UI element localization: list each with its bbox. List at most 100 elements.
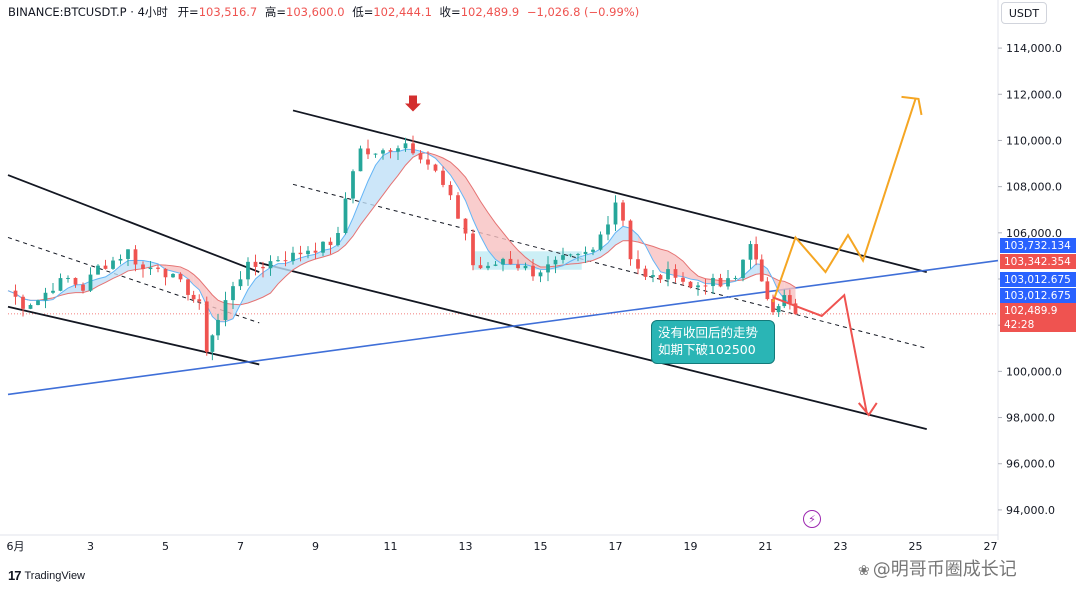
- candle-body: [748, 244, 753, 260]
- candle-body: [276, 260, 280, 262]
- ma-ribbon-segment: [480, 201, 488, 251]
- candle-body: [298, 252, 303, 255]
- candle-body: [118, 258, 123, 261]
- candle-body: [441, 170, 445, 185]
- candle-body: [561, 255, 565, 260]
- candle-body: [313, 250, 318, 253]
- left-channel-lower: [7, 305, 260, 366]
- candle-body: [336, 233, 340, 246]
- candle-body: [366, 148, 370, 155]
- ma-ribbon-segment: [503, 232, 511, 265]
- candle-body: [223, 300, 228, 320]
- candle-body: [238, 279, 243, 287]
- high-value: 103,600.0: [286, 5, 345, 19]
- candle-body: [126, 249, 130, 259]
- candle-body: [73, 277, 78, 285]
- candle-body: [613, 202, 618, 225]
- candle-body: [591, 249, 595, 252]
- ma-ribbon-segment: [278, 263, 286, 284]
- candle-body: [754, 244, 758, 260]
- ma-ribbon-segment: [458, 169, 466, 201]
- candle-body: [141, 264, 145, 270]
- time-tick-label: 17: [609, 540, 623, 553]
- price-tag-trendline: 103,732.134: [1000, 238, 1076, 253]
- time-tick-label: 23: [834, 540, 848, 553]
- price-tag-last: 102,489.9: [1000, 303, 1076, 318]
- candle-body: [776, 306, 781, 313]
- candle-body: [411, 143, 415, 154]
- lightning-icon[interactable]: ⚡: [803, 510, 821, 528]
- candle-body: [216, 319, 220, 336]
- candle-body: [103, 265, 108, 269]
- candle-body: [268, 261, 273, 269]
- ma-ribbon-segment: [188, 270, 194, 285]
- candle-body: [673, 269, 678, 278]
- time-tick-label: 5: [162, 540, 169, 553]
- price-tick-label: 112,000.0: [1006, 88, 1062, 101]
- candle-body: [493, 264, 498, 266]
- candle-body: [651, 275, 655, 277]
- candle-body: [358, 148, 363, 172]
- time-tick-label: 25: [909, 540, 923, 553]
- candle-body: [463, 218, 468, 234]
- candle-body: [456, 195, 460, 219]
- candle-body: [58, 278, 63, 291]
- tradingview-logo[interactable]: 17 TradingView: [8, 568, 85, 583]
- candle-body: [36, 300, 40, 306]
- candle-body: [96, 265, 100, 275]
- candle-body: [628, 220, 633, 260]
- candle-body: [553, 259, 558, 265]
- projection-up-arrowhead: [901, 95, 923, 116]
- projection-down-path: [772, 293, 868, 414]
- currency-selector[interactable]: USDT: [1001, 2, 1047, 24]
- candle-body: [197, 299, 202, 302]
- candle-body: [606, 224, 610, 235]
- ma-ribbon-segment: [338, 234, 346, 252]
- candle-body: [508, 258, 513, 265]
- candle-body: [718, 277, 723, 287]
- candle-body: [643, 268, 648, 277]
- tradingview-label: TradingView: [24, 569, 86, 582]
- candle-body: [351, 171, 355, 199]
- candle-body: [133, 249, 138, 265]
- projection-up-path: [772, 98, 917, 303]
- ma-ribbon-segment: [600, 242, 608, 258]
- candle-body: [204, 301, 209, 352]
- ma-ribbon-segment: [383, 151, 391, 195]
- candle-body: [568, 254, 573, 256]
- candle-body: [163, 268, 168, 278]
- candle-body: [771, 299, 775, 313]
- price-tag-countdown: 42:28: [1000, 317, 1076, 332]
- ma-ribbon-segment: [105, 272, 113, 283]
- ma-ribbon-segment: [660, 249, 668, 274]
- candle-body: [788, 295, 792, 304]
- candle-body: [148, 267, 153, 270]
- ma-ribbon-segment: [585, 253, 593, 263]
- candle-body: [793, 303, 798, 314]
- annotation-note: 没有收回后的走势 如期下破102500: [651, 320, 775, 364]
- annotation-line2: 如期下破102500: [658, 342, 756, 357]
- left-channel-upper: [7, 174, 260, 273]
- time-tick-label: 6月: [7, 540, 25, 553]
- candle-body: [759, 259, 764, 282]
- time-tick-label: 15: [534, 540, 548, 553]
- ma-ribbon-segment: [473, 188, 481, 237]
- open-label: 开=: [177, 5, 199, 19]
- candle-body: [28, 305, 33, 309]
- time-tick-label: 9: [312, 540, 319, 553]
- candle-body: [523, 265, 528, 269]
- time-tick-label: 11: [384, 540, 398, 553]
- candle-body: [703, 285, 708, 287]
- ma-ribbon-segment: [533, 263, 541, 270]
- candle-body: [186, 279, 190, 295]
- ma-ribbon-segment: [330, 244, 338, 255]
- main-channel-mid: [292, 183, 927, 349]
- blue-trendline: [7, 259, 999, 396]
- close-label: 收=: [439, 5, 461, 19]
- ma-ribbon-segment: [398, 149, 406, 176]
- ma-ribbon-segment: [570, 257, 578, 264]
- price-tick-label: 108,000.0: [1006, 181, 1062, 194]
- candle-body: [726, 278, 730, 287]
- ma-ribbon-segment: [405, 149, 413, 166]
